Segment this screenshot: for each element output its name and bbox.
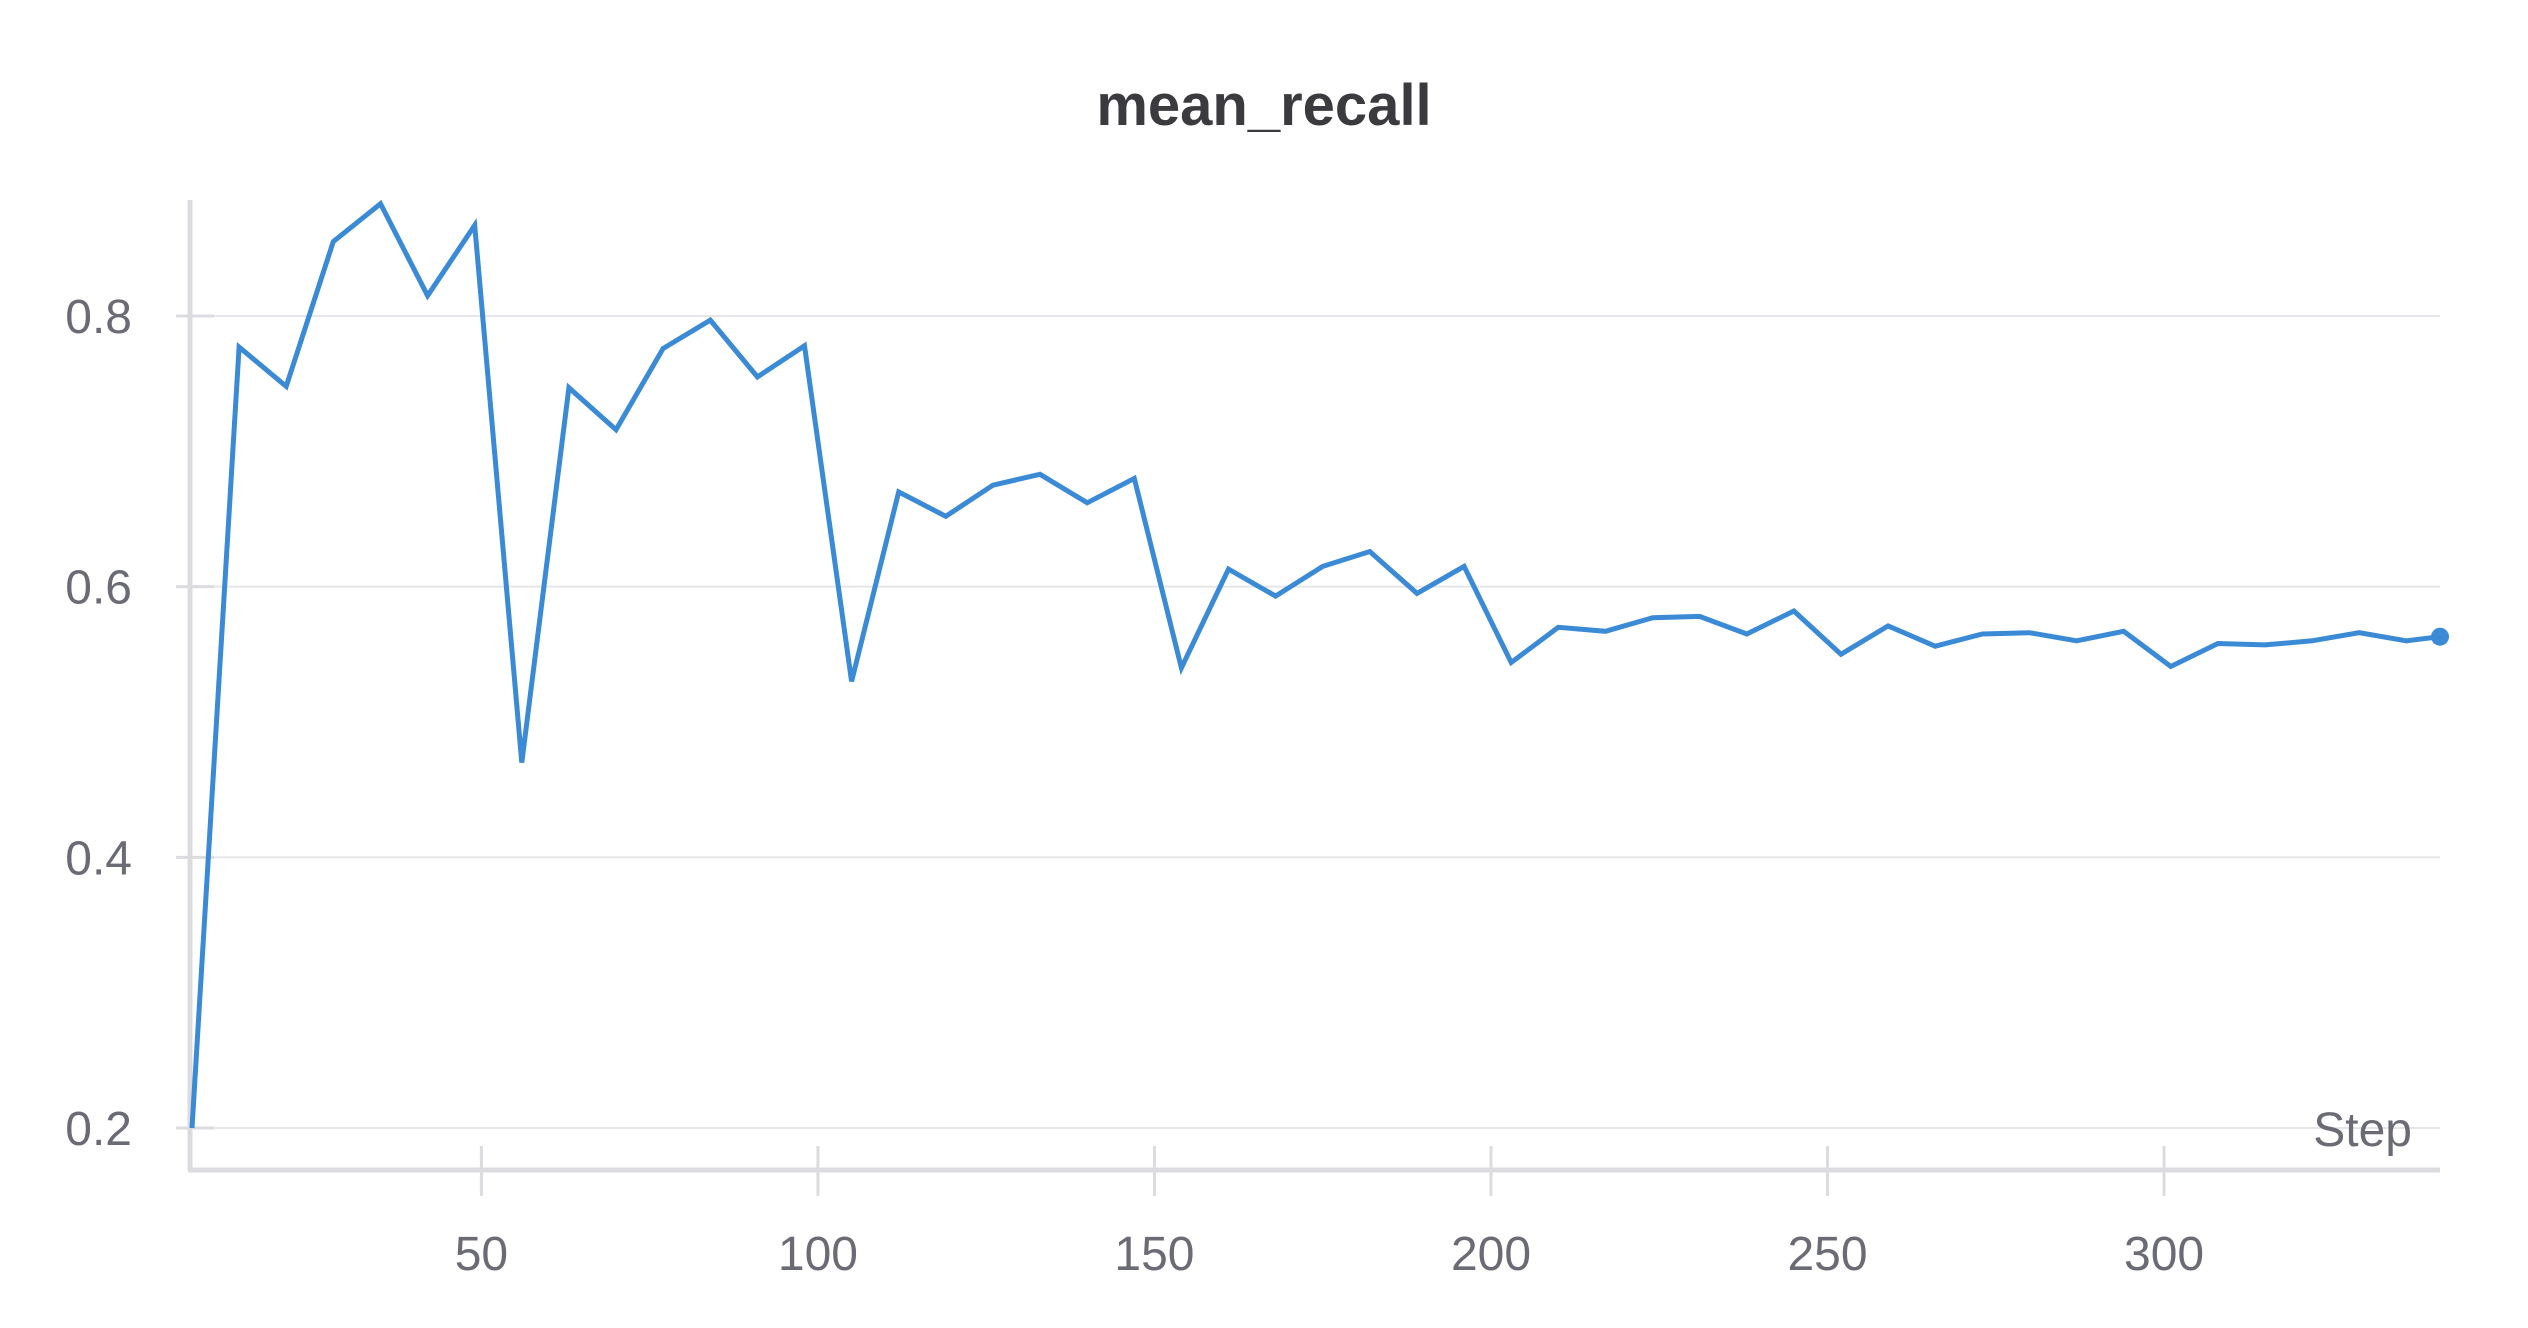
- y-tick-label: 0.8: [65, 291, 132, 344]
- y-tick-label: 0.6: [65, 562, 132, 615]
- series-end-point: [2431, 627, 2449, 646]
- y-tick-label: 0.2: [65, 1103, 132, 1156]
- tick-labels: 0.2 0.4 0.6 0.8 50 100 150 200 250 300 Step: [65, 291, 2412, 1281]
- gridlines: [192, 315, 2440, 1129]
- x-tick-label: 200: [1451, 1228, 1531, 1281]
- chart-title: mean_recall: [1096, 73, 1432, 138]
- series-line: [189, 199, 2441, 1129]
- x-tick-label: 150: [1114, 1228, 1194, 1281]
- x-tick-label: 300: [2124, 1228, 2204, 1281]
- series-layer: [189, 199, 2449, 1129]
- x-tick-label: 50: [455, 1228, 508, 1281]
- x-tick-label: 100: [778, 1228, 858, 1281]
- y-tick-label: 0.4: [65, 832, 132, 885]
- axes: [176, 200, 2440, 1196]
- x-tick-label: 250: [1787, 1228, 1867, 1281]
- x-axis-title: Step: [2313, 1104, 2412, 1157]
